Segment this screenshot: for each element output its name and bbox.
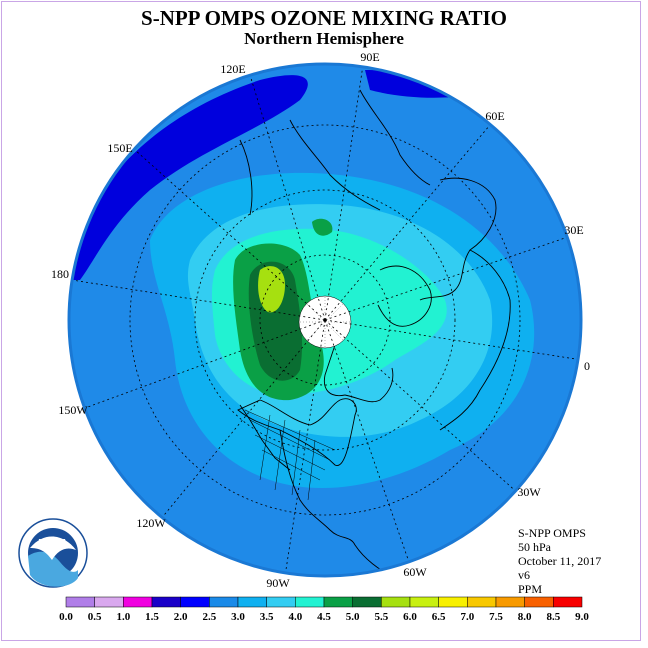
colorbar-swatch	[295, 596, 325, 608]
colorbar-tick-label: 2.5	[202, 611, 216, 623]
colorbar-swatch	[495, 596, 525, 608]
info-units: PPM	[518, 582, 543, 596]
colorbar-swatch	[323, 596, 353, 608]
colorbar-tick-label: 6.5	[432, 611, 446, 623]
colorbar-tick-label: 1.5	[145, 611, 159, 623]
map-title: S-NPP OMPS OZONE MIXING RATIO	[141, 6, 507, 30]
label-30W: 30W	[517, 485, 541, 499]
info-date: October 11, 2017	[518, 554, 602, 568]
label-0: 0	[584, 359, 590, 373]
colorbar: 0.0 0.5 1.0 1.5 2.0 2.5 3.0 3.5 4.0 4.5 5.0 5.5 6.0 6…	[59, 596, 589, 623]
label-120W: 120W	[136, 516, 166, 530]
colorbar-tick-label: 4.0	[288, 611, 302, 623]
colorbar-tick-label: 8.5	[546, 611, 560, 623]
label-150W: 150W	[58, 403, 88, 417]
colorbar-swatch	[65, 596, 95, 608]
info-version: v6	[518, 568, 530, 582]
map-border	[67, 62, 583, 578]
colorbar-tick-label: 4.5	[317, 611, 331, 623]
label-90E: 90E	[360, 50, 379, 64]
colorbar-swatch	[352, 596, 382, 608]
map-subtitle: Northern Hemisphere	[244, 29, 404, 48]
longitude-labels: 90E 60E 30E 0 30W 60W 90W 120W 150W 180 …	[51, 50, 590, 590]
noaa-logo: NOAA	[18, 518, 88, 588]
label-30E: 30E	[564, 223, 583, 237]
page-frame	[1, 1, 641, 641]
colorbar-swatch	[237, 596, 267, 608]
colorbar-swatch	[180, 596, 210, 608]
colorbar-tick-label: 7.0	[460, 611, 474, 623]
ozone-band-5.5-6.0	[258, 266, 285, 313]
colorbar-swatch	[94, 596, 124, 608]
pole-meridian-ticks	[299, 296, 351, 348]
label-60W: 60W	[403, 565, 427, 579]
colorbar-swatch	[123, 596, 153, 608]
colorbar-tick-label: 5.5	[374, 611, 388, 623]
colorbar-swatch	[151, 596, 181, 608]
colorbar-swatch	[467, 596, 497, 608]
noaa-logo-text: NOAA	[38, 538, 67, 549]
state-lines	[244, 409, 336, 501]
label-90W: 90W	[266, 576, 290, 590]
colorbar-swatch	[266, 596, 296, 608]
colorbar-tick-label: 6.0	[403, 611, 417, 623]
colorbar-tick-label: 3.0	[231, 611, 245, 623]
colorbar-tick-label: 5.0	[346, 611, 360, 623]
info-level: 50 hPa	[518, 540, 551, 554]
colorbar-tick-label: 1.0	[116, 611, 130, 623]
label-180: 180	[51, 267, 69, 281]
colorbar-tick-label: 0.0	[59, 611, 73, 623]
colorbar-tick-label: 0.5	[88, 611, 102, 623]
colorbar-swatch	[553, 596, 583, 608]
info-product: S-NPP OMPS	[518, 526, 586, 540]
colorbar-swatch	[438, 596, 468, 608]
colorbar-tick-label: 3.5	[260, 611, 274, 623]
colorbar-swatch	[381, 596, 411, 608]
label-150E: 150E	[107, 141, 132, 155]
colorbar-tick-label: 7.5	[489, 611, 503, 623]
colorbar-tick-label: 8.0	[518, 611, 532, 623]
label-60E: 60E	[485, 109, 504, 123]
colorbar-swatch	[209, 596, 239, 608]
colorbar-tick-label: 9.0	[575, 611, 589, 623]
label-120E: 120E	[220, 62, 245, 76]
colorbar-swatch	[524, 596, 554, 608]
graticule	[71, 64, 581, 576]
colorbar-swatch	[409, 596, 439, 608]
colorbar-tick-label: 2.0	[174, 611, 188, 623]
ozone-band-2.0-2.5	[69, 75, 308, 280]
ozone-band-4.5-5.0-patch	[312, 218, 333, 236]
